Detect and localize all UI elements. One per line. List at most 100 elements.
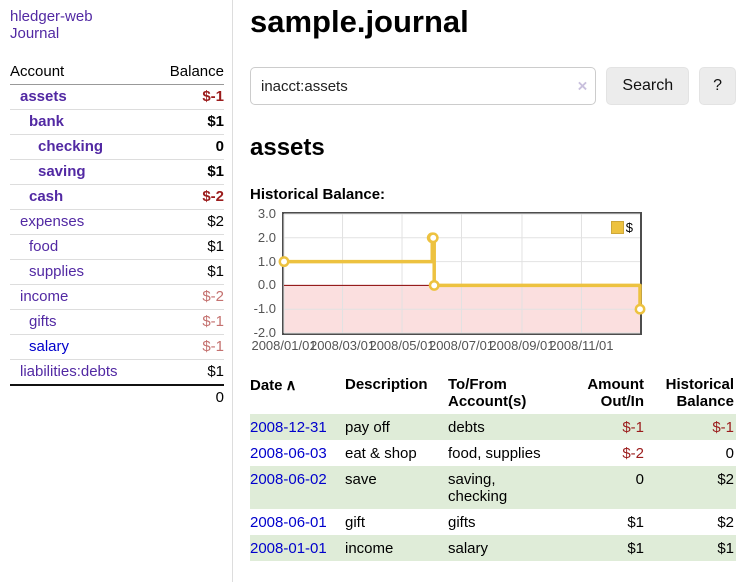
- account-link[interactable]: cash: [29, 188, 64, 205]
- transaction-accounts-cell: gifts: [448, 514, 476, 531]
- account-balance: $-2: [152, 184, 224, 210]
- register-table: Date ∧ Description To/From Account(s) Amo…: [250, 374, 736, 561]
- search-button[interactable]: Search: [606, 67, 690, 105]
- transaction-date-cell: 2008-06-02: [250, 466, 345, 509]
- sidebar: hledger-web Journal Account Balance asse…: [0, 0, 233, 582]
- chart-canvas: [278, 213, 646, 334]
- account-balance: $-2: [152, 284, 224, 310]
- account-balance: $1: [152, 159, 224, 185]
- main-content: sample.journal × Search ? assets Histori…: [233, 0, 742, 582]
- accounts-header-balance: Balance: [152, 60, 224, 85]
- transaction-balance-cell: $-1: [712, 419, 734, 436]
- x-tick-label: 2008/09/01: [489, 338, 555, 353]
- transaction-description-cell: save: [345, 471, 377, 488]
- account-row: cash $-2: [10, 184, 224, 210]
- transaction-date-link[interactable]: 2008-01-01: [250, 540, 327, 557]
- page-title: sample.journal: [250, 4, 469, 39]
- help-button[interactable]: ?: [699, 67, 736, 105]
- account-row: liabilities:debts $1: [10, 360, 224, 386]
- transaction-balance-cell: $2: [717, 514, 734, 531]
- register-header-date[interactable]: Date ∧: [250, 374, 345, 414]
- account-row: bank $1: [10, 109, 224, 135]
- chart-y-axis-labels: 3.0 2.0 1.0 0.0 -1.0 -2.0: [250, 207, 282, 353]
- account-link[interactable]: assets: [20, 88, 67, 105]
- transaction-balance-cell: 0: [725, 445, 734, 462]
- account-link[interactable]: supplies: [29, 263, 85, 280]
- account-link[interactable]: bank: [29, 113, 65, 130]
- account-balance: $-1: [152, 84, 224, 110]
- account-balance: $2: [152, 209, 224, 235]
- account-link[interactable]: checking: [38, 138, 104, 155]
- transaction-date-link[interactable]: 2008-06-01: [250, 514, 327, 531]
- app-title-link[interactable]: hledger-web: [10, 8, 93, 25]
- transaction-description-cell: eat & shop: [345, 445, 417, 462]
- accounts-header-row: Account Balance: [10, 60, 224, 85]
- chart-x-axis-labels: 2008/01/01 2008/03/01 2008/05/01 2008/07/01…: [251, 335, 642, 353]
- search-row: × Search ?: [250, 67, 736, 105]
- search-box: ×: [250, 67, 597, 105]
- account-heading: assets: [250, 134, 325, 161]
- chart-legend: $: [608, 219, 635, 236]
- register-header-date-label: Date: [250, 377, 283, 394]
- transaction-balance-cell: $1: [717, 540, 734, 557]
- legend-swatch-icon: [610, 221, 624, 234]
- legend-label: $: [625, 220, 633, 235]
- clear-search-icon[interactable]: ×: [577, 76, 588, 96]
- transaction-row: 2008-06-03 eat & shop food, supplies $-2 0: [250, 440, 736, 466]
- account-link[interactable]: food: [29, 238, 59, 255]
- accounts-total-row: 0: [10, 384, 224, 410]
- transaction-row: 2008-01-01 income salary $1 $1: [250, 535, 736, 561]
- accounts-total-value: 0: [152, 384, 224, 410]
- search-input[interactable]: [250, 67, 597, 105]
- register-header-accounts: To/From Account(s): [448, 376, 527, 410]
- account-row: salary $-1: [10, 334, 224, 360]
- account-link[interactable]: income: [20, 288, 69, 305]
- transaction-amount-cell: $-2: [622, 445, 644, 462]
- account-balance: $1: [207, 363, 224, 380]
- y-tick-label: -2.0: [253, 325, 276, 340]
- transaction-row: 2008-06-01 gift gifts $1 $2: [250, 509, 736, 535]
- account-row: income $-2: [10, 284, 224, 310]
- x-tick-label: 2008/05/01: [369, 338, 435, 353]
- chart-plot-area: $: [278, 212, 646, 335]
- transaction-date-cell: 2008-01-01: [250, 535, 345, 561]
- account-balance: $1: [152, 259, 224, 285]
- account-balance: 0: [152, 134, 224, 160]
- transaction-date-link[interactable]: 2008-12-31: [250, 419, 327, 436]
- x-tick-label: 2008/03/01: [309, 338, 376, 353]
- register-header-row: Date ∧ Description To/From Account(s) Amo…: [250, 374, 736, 414]
- account-row: expenses $2: [10, 209, 224, 235]
- historical-balance-chart: 3.0 2.0 1.0 0.0 -1.0 -2.0 $ 2008/01/01 2008/03…: [250, 207, 736, 353]
- account-link[interactable]: saving: [38, 163, 86, 180]
- account-link[interactable]: liabilities:debts: [20, 363, 118, 380]
- sort-ascending-icon[interactable]: ∧: [285, 377, 297, 394]
- account-balance: $-1: [152, 334, 224, 360]
- y-tick-label: 1.0: [257, 253, 276, 269]
- y-tick-label: 3.0: [257, 206, 276, 221]
- account-link[interactable]: salary: [29, 338, 70, 355]
- transaction-amount-cell: $1: [627, 540, 644, 557]
- register-header-description: Description: [345, 376, 428, 393]
- transaction-date-link[interactable]: 2008-06-02: [250, 471, 327, 488]
- transaction-date-link[interactable]: 2008-06-03: [250, 445, 327, 462]
- transaction-date-cell: 2008-06-01: [250, 509, 345, 535]
- transaction-row: 2008-12-31 pay off debts $-1 $-1: [250, 414, 736, 440]
- transaction-description-cell: income: [345, 540, 394, 557]
- register-header-amount: Amount Out/In: [587, 376, 644, 410]
- account-balance: $1: [152, 109, 224, 135]
- transaction-row: 2008-06-02 save saving, checking 0 $2: [250, 466, 736, 509]
- transaction-amount-cell: $-1: [622, 419, 644, 436]
- transaction-accounts-cell: salary: [448, 540, 489, 557]
- chart-title: Historical Balance:: [250, 186, 386, 203]
- nav-journal-link[interactable]: Journal: [10, 25, 60, 42]
- register-header-balance: Historical Balance: [665, 376, 734, 410]
- y-tick-label: 0.0: [257, 277, 276, 293]
- account-link[interactable]: gifts: [29, 313, 57, 330]
- account-row: gifts $-1: [10, 309, 224, 335]
- accounts-header-account: Account: [10, 60, 153, 85]
- account-link[interactable]: expenses: [20, 213, 85, 230]
- transaction-date-cell: 2008-12-31: [250, 414, 345, 440]
- account-balance: $-1: [152, 309, 224, 335]
- transaction-accounts-cell: saving, checking: [448, 471, 508, 505]
